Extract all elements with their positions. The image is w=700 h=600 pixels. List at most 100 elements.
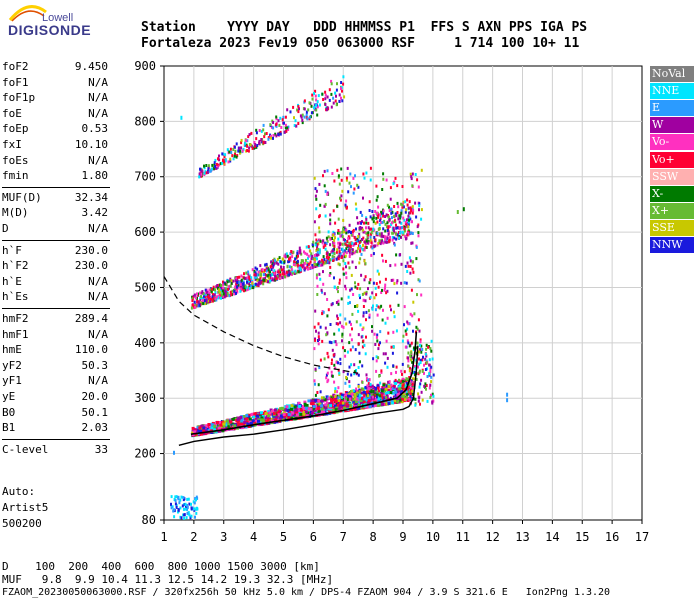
logo-caption: Lowell: [42, 12, 74, 24]
echo-dot: [324, 403, 328, 407]
echo-dot: [317, 331, 320, 335]
echo-dot: [208, 288, 211, 292]
echo-dot: [376, 220, 379, 224]
echo-dot: [338, 401, 342, 405]
echo-dot: [393, 385, 396, 389]
echo-dot: [316, 257, 318, 261]
echo-dot: [419, 361, 422, 364]
echo-dot: [370, 253, 373, 257]
param-label: hmF1: [2, 327, 29, 341]
echo-dot: [392, 226, 395, 230]
echo-dot: [391, 220, 394, 224]
echo-dot: [313, 92, 315, 95]
echo-dot: [397, 303, 400, 307]
echo-dot: [321, 290, 323, 294]
echo-dot: [193, 507, 196, 511]
echo-dot: [196, 506, 198, 510]
echo-dot: [393, 205, 396, 208]
echo-dot: [270, 134, 272, 138]
echo-dot: [323, 357, 326, 361]
echo-dot: [290, 407, 294, 411]
echo-dot: [304, 251, 307, 255]
echo-dot: [327, 260, 330, 264]
echo-dot: [203, 171, 206, 175]
echo-dot: [246, 280, 248, 284]
echo-dot: [213, 293, 216, 297]
echo-dot: [323, 169, 326, 173]
echo-dot: [351, 230, 354, 234]
echo-dot: [417, 318, 420, 322]
echo-dot: [411, 211, 414, 215]
echo-dot: [264, 263, 267, 267]
echo-dot: [191, 426, 195, 430]
echo-dot: [345, 243, 348, 247]
echo-dot: [278, 123, 281, 127]
echo-dot: [397, 205, 400, 209]
echo-dot: [385, 398, 389, 402]
echo-dot: [289, 413, 293, 417]
echo-dot: [234, 285, 237, 289]
echo-dot: [297, 409, 300, 413]
echo-dot: [303, 400, 307, 404]
echo-dot: [414, 173, 417, 176]
echo-dot: [341, 242, 344, 246]
param-label: B1: [2, 421, 16, 435]
echo-dot: [170, 502, 172, 506]
echo-dot: [227, 426, 231, 430]
echo-dot: [340, 87, 342, 91]
param-value: N/A: [88, 153, 108, 167]
echo-dot: [367, 399, 371, 402]
echo-dot: [350, 322, 352, 326]
echo-dot: [370, 396, 373, 400]
fitted-virtual-trace: [190, 331, 418, 435]
echo-dot: [336, 286, 339, 289]
echo-dot: [317, 409, 321, 413]
echo-dot: [359, 323, 362, 327]
echo-dot: [348, 384, 351, 388]
echo-dot: [414, 397, 417, 401]
echo-dot: [377, 397, 381, 401]
echo-dot: [414, 403, 417, 407]
echo-dot: [330, 92, 333, 96]
echo-dot: [379, 219, 382, 223]
echo-dot: [280, 412, 284, 416]
echo-dot: [354, 281, 356, 285]
echo-dot: [283, 270, 286, 274]
echo-dot: [353, 251, 356, 255]
echo-dot: [357, 385, 360, 388]
echo-dot: [204, 288, 207, 292]
echo-dot: [317, 339, 319, 342]
echo-dot: [332, 96, 335, 100]
echo-dot: [395, 253, 398, 257]
echo-dot: [308, 101, 311, 105]
echo-dot: [332, 209, 335, 213]
echo-dot: [387, 225, 390, 229]
echo-dot: [303, 99, 306, 103]
echo-dot: [361, 364, 364, 368]
echo-dot: [275, 415, 279, 419]
echo-dot: [300, 259, 303, 263]
echo-dot: [332, 353, 335, 357]
echo-dot: [364, 385, 367, 389]
echo-dot: [322, 282, 325, 286]
echo-dot: [205, 296, 208, 300]
echo-dot: [401, 203, 404, 207]
echo-dot: [334, 340, 337, 344]
echo-dot: [506, 392, 509, 397]
echo-dot: [248, 275, 251, 279]
echo-dot: [216, 164, 219, 168]
echo-dot: [326, 106, 329, 110]
echo-dot: [399, 253, 402, 257]
echo-dot: [356, 250, 359, 254]
echo-dot: [262, 128, 265, 132]
echo-dot: [369, 235, 372, 239]
echo-dot: [269, 408, 273, 412]
echo-dot: [337, 174, 340, 178]
echo-dot: [405, 281, 408, 285]
echo-dot: [299, 268, 302, 272]
echo-dot: [205, 164, 208, 167]
echo-dot: [327, 355, 330, 359]
echo-dot: [325, 108, 328, 112]
echo-dot: [288, 270, 291, 274]
echo-dot: [260, 273, 263, 277]
